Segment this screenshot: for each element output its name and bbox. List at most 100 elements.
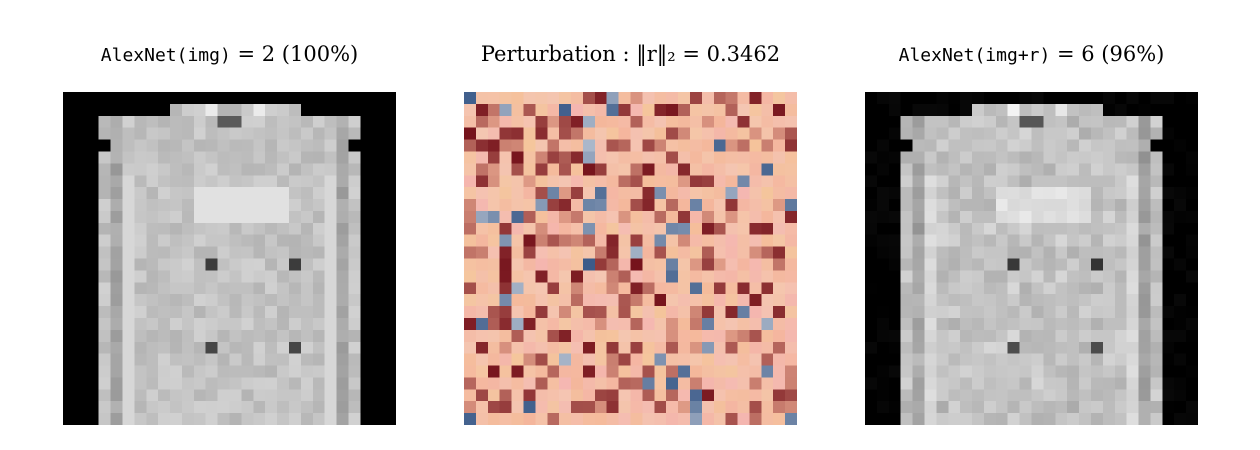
- pixel: [1019, 306, 1032, 318]
- pixel: [1067, 329, 1080, 342]
- pixel: [761, 151, 774, 164]
- pixel: [547, 258, 560, 271]
- pixel: [761, 389, 774, 402]
- pixel: [618, 234, 631, 247]
- pixel: [511, 377, 524, 390]
- pixel: [701, 175, 714, 188]
- pixel: [606, 365, 619, 378]
- pixel: [253, 115, 266, 128]
- pixel: [110, 187, 123, 200]
- pixel: [900, 389, 913, 402]
- pixel: [865, 341, 877, 354]
- pixel: [384, 389, 396, 402]
- pixel: [654, 353, 667, 366]
- pixel: [1031, 413, 1044, 425]
- pixel: [110, 353, 123, 366]
- pixel: [464, 341, 476, 354]
- pixel: [372, 365, 385, 378]
- pixel: [547, 151, 560, 164]
- pixel: [487, 401, 500, 414]
- pixel: [1067, 282, 1080, 295]
- pixel: [936, 389, 949, 402]
- pixel: [265, 246, 278, 259]
- pixel: [63, 92, 75, 104]
- pixel: [122, 270, 135, 283]
- pixel: [74, 115, 87, 128]
- pixel: [995, 139, 1008, 152]
- pixel: [122, 127, 135, 140]
- pixel: [749, 127, 762, 140]
- pixel: [559, 139, 572, 152]
- pixel: [630, 127, 643, 140]
- pixel: [193, 210, 206, 223]
- pixel: [1067, 317, 1080, 330]
- pixel: [464, 258, 476, 271]
- pixel: [995, 210, 1008, 223]
- pixel: [265, 377, 278, 390]
- pixel: [983, 103, 996, 116]
- pixel: [63, 139, 75, 152]
- pixel: [384, 258, 396, 271]
- pixel: [535, 377, 548, 390]
- pixel: [1162, 115, 1175, 128]
- pixel: [761, 306, 774, 318]
- pixel: [193, 294, 206, 307]
- pixel: [559, 317, 572, 330]
- pixel: [360, 151, 373, 164]
- pixel: [1079, 151, 1091, 164]
- pixel: [972, 163, 984, 176]
- pixel: [134, 306, 147, 318]
- pixel: [725, 222, 738, 235]
- pixel: [888, 413, 901, 425]
- pixel: [372, 294, 385, 307]
- pixel: [487, 282, 500, 295]
- pixel: [181, 210, 194, 223]
- pixel: [912, 270, 925, 283]
- pixel: [265, 270, 278, 283]
- pixel: [1031, 377, 1044, 390]
- pixel: [559, 258, 572, 271]
- pixel: [642, 151, 655, 164]
- pixel: [1150, 329, 1163, 342]
- pixel: [241, 317, 254, 330]
- pixel: [654, 127, 667, 140]
- pixel: [475, 103, 488, 116]
- pixel: [372, 389, 385, 402]
- pixel: [1007, 401, 1020, 414]
- pixel: [241, 246, 254, 259]
- pixel: [475, 127, 488, 140]
- pixel: [98, 115, 111, 128]
- pixel: [1031, 127, 1044, 140]
- pixel: [134, 389, 147, 402]
- pixel: [193, 127, 206, 140]
- pixel: [181, 389, 194, 402]
- perturbation-image: [464, 92, 797, 425]
- pixel: [1043, 353, 1056, 366]
- pixel: [594, 365, 607, 378]
- pixel: [1090, 270, 1103, 283]
- pixel: [713, 139, 726, 152]
- pixel: [63, 270, 75, 283]
- pixel: [912, 103, 925, 116]
- pixel: [995, 258, 1008, 271]
- pixel: [288, 92, 301, 104]
- pixel: [689, 365, 702, 378]
- pixel: [229, 163, 242, 176]
- pixel: [487, 175, 500, 188]
- pixel: [1031, 222, 1044, 235]
- pixel: [960, 365, 973, 378]
- pixel: [277, 365, 289, 378]
- pixel: [924, 246, 937, 259]
- pixel: [678, 413, 690, 425]
- pixel: [972, 306, 984, 318]
- pixel: [86, 92, 99, 104]
- pixel: [618, 282, 631, 295]
- pixel: [110, 389, 123, 402]
- pixel: [618, 353, 631, 366]
- pixel: [1067, 246, 1080, 259]
- pixel: [773, 258, 786, 271]
- pixel: [1102, 282, 1115, 295]
- pixel: [535, 115, 548, 128]
- pixel: [63, 163, 75, 176]
- pixel: [725, 389, 738, 402]
